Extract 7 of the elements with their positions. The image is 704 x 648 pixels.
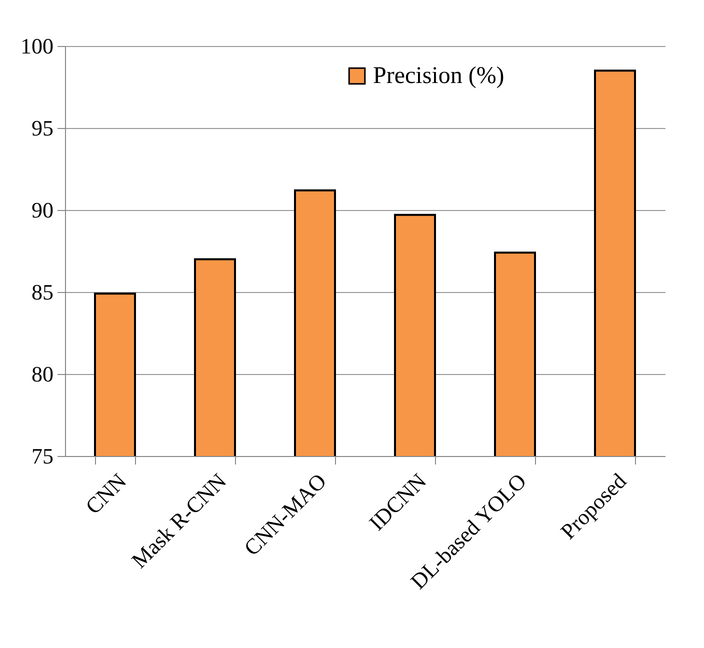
y-tick-label: 80 [32,362,54,386]
y-tick-label: 90 [32,198,54,222]
y-tick-label: 85 [32,280,54,304]
y-tick-label: 95 [32,116,54,140]
legend-label: Precision (%) [373,63,504,89]
y-tick-label: 100 [20,34,54,58]
y-tick-label: 75 [32,444,54,468]
